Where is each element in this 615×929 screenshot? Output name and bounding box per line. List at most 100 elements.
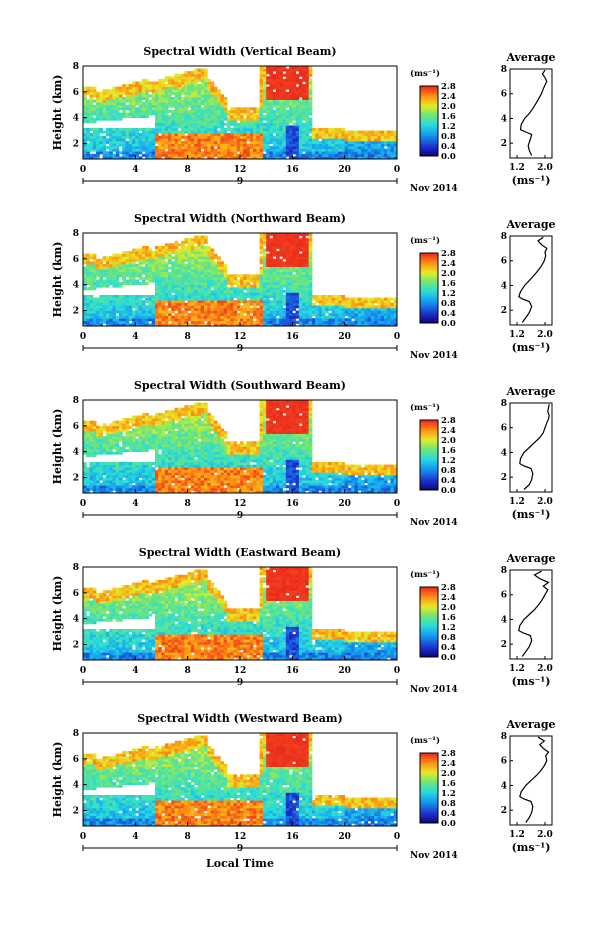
heatmap-cell [305, 148, 310, 152]
heatmap-cell [223, 138, 228, 142]
heatmap-cell [89, 156, 94, 160]
heatmap-cell [145, 143, 149, 147]
heatmap-cell [168, 245, 172, 249]
heatmap-cell [141, 282, 146, 286]
average-y-tick-label: 6 [501, 257, 507, 267]
heatmap-cell [262, 235, 267, 239]
heatmap-cell [171, 99, 175, 103]
heatmap-cell [194, 117, 198, 121]
heatmap-cell [200, 248, 205, 252]
heatmap-cell [302, 148, 306, 152]
heatmap-cell [282, 233, 287, 236]
heatmap-cell [181, 271, 185, 275]
heatmap-cell [240, 313, 244, 317]
heatmap-cell [236, 122, 241, 126]
heatmap-cell [145, 297, 149, 301]
heatmap-cell [190, 153, 195, 157]
heatmap-cell [361, 140, 365, 144]
heatmap-cell [138, 151, 143, 155]
heatmap-cell [262, 125, 267, 129]
heatmap-cell [292, 315, 296, 319]
heatmap-cell [262, 318, 267, 322]
heatmap-cell [298, 117, 303, 121]
heatmap-cell [158, 300, 162, 304]
heatmap-cell [289, 269, 293, 273]
heatmap-cell [109, 425, 113, 429]
heatmap-cell [256, 318, 261, 322]
heatmap-cell [174, 305, 179, 309]
heatmap-cell [357, 323, 362, 327]
heatmap-cell [292, 151, 296, 155]
heatmap-cell [148, 297, 153, 301]
heatmap-cell [154, 133, 159, 137]
heatmap-cell [289, 279, 293, 283]
heatmap-cell [207, 287, 211, 291]
heatmap-cell [210, 130, 215, 134]
heatmap-cell [393, 305, 398, 309]
heatmap-cell [122, 153, 126, 157]
heatmap-cell [145, 138, 149, 142]
heatmap-cell [197, 253, 202, 257]
heatmap-cell [370, 140, 375, 144]
heatmap-cell [200, 99, 205, 103]
heatmap-cell [305, 102, 310, 106]
heatmap-cell [184, 297, 189, 301]
heatmap-cell [122, 490, 126, 494]
heatmap-cell [272, 78, 277, 82]
heatmap-cell [272, 245, 277, 249]
heatmap-cell [272, 66, 277, 69]
heatmap-cell [161, 138, 166, 142]
heatmap-cell [194, 151, 198, 155]
heatmap-cell [125, 300, 130, 304]
heatmap-cell [197, 153, 202, 157]
heatmap-cell [161, 313, 166, 317]
heatmap-cell [122, 86, 126, 90]
heatmap-cell [341, 310, 346, 314]
heatmap-cell [364, 297, 368, 301]
heatmap-cell [266, 107, 270, 111]
heatmap-cell [272, 323, 277, 327]
heatmap-cell [112, 266, 117, 270]
heatmap-cell [269, 86, 274, 90]
heatmap-cell [89, 269, 94, 273]
heatmap-cell [148, 276, 153, 280]
heatmap-cell [207, 315, 211, 319]
heatmap-cell [168, 297, 172, 301]
heatmap-cell [102, 477, 107, 481]
heatmap-cell [282, 102, 287, 106]
heatmap-cell [164, 125, 169, 129]
heatmap-cell [190, 109, 195, 113]
heatmap-cell [174, 318, 179, 322]
heatmap-cell [311, 146, 316, 150]
heatmap-cell [223, 148, 228, 152]
heatmap-cell [190, 269, 195, 273]
heatmap-cell [285, 248, 290, 252]
heatmap-cell [194, 320, 198, 324]
heatmap-cell [86, 130, 90, 134]
heatmap-cell [213, 287, 218, 291]
heatmap-cell [233, 292, 238, 296]
heatmap-cell [243, 133, 247, 137]
heatmap-cell [315, 135, 319, 139]
heatmap-cell [154, 89, 159, 93]
heatmap-cell [305, 156, 310, 160]
heatmap-cell [115, 109, 120, 113]
heatmap-cell [115, 274, 120, 278]
heatmap-cell [187, 279, 192, 283]
heatmap-cell [184, 120, 189, 124]
heatmap-cell [92, 323, 97, 327]
heatmap-cell [230, 297, 234, 301]
heatmap-cell [269, 122, 274, 126]
heatmap-cell [370, 318, 375, 322]
heatmap-cell [302, 138, 306, 142]
heatmap-cell [174, 84, 179, 88]
heatmap-cell [161, 148, 166, 152]
heatmap-cell [128, 477, 133, 481]
heatmap-cell [253, 323, 257, 327]
heatmap-cell [275, 120, 280, 124]
heatmap-cell [298, 68, 303, 72]
x-tick-label: 0 [394, 332, 400, 342]
heatmap-cell [308, 81, 313, 85]
heatmap-cell [102, 117, 107, 121]
heatmap-cell [102, 482, 107, 486]
